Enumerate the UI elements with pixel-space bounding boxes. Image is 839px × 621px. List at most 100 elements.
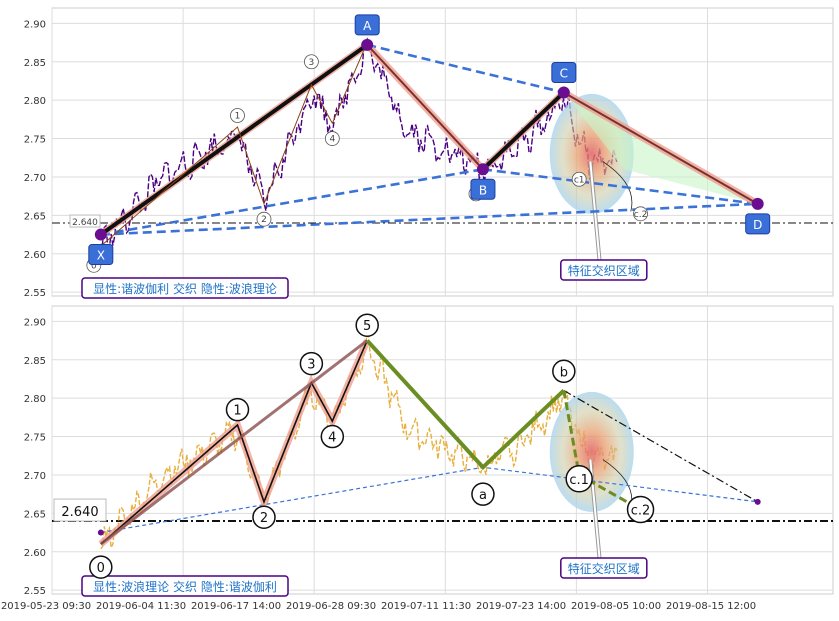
wave-marker — [571, 171, 587, 187]
harmonic-point — [94, 228, 107, 241]
harmonic-point — [751, 197, 764, 210]
x-tick-label: 2019-07-23 14:00 — [476, 601, 566, 612]
wave-label: 3 — [307, 358, 315, 373]
harmonic-badge — [551, 61, 577, 83]
harmonic-badge — [88, 244, 114, 266]
wave-marker — [225, 397, 250, 422]
bottom-panel: 2.55 2.60 2.65 2.70 2.75 2.80 2.85 2.90 特征交织区域显性… — [24, 305, 834, 597]
wave-marker — [252, 505, 276, 529]
harmonic-label: D — [753, 218, 762, 232]
callout-arrow-inner — [589, 161, 602, 275]
y-tick-label: 2.85 — [24, 356, 46, 367]
wave-label: a — [479, 488, 487, 503]
wave-label: 2 — [260, 511, 268, 526]
wave-marker — [256, 211, 272, 227]
y-tick-label: 2.75 — [24, 135, 46, 146]
d-point — [754, 498, 761, 505]
corrective-wave — [365, 339, 566, 471]
x-axis: 2019-05-23 09:30 2019-06-04 11:30 2019-06-… — [1, 601, 756, 612]
x-tick-label: 2019-05-23 09:30 — [1, 601, 91, 612]
wave-marker — [230, 108, 245, 123]
harmonic-point — [476, 163, 489, 176]
harmonic-leg — [366, 44, 484, 170]
y-tick-label: 2.80 — [24, 96, 46, 107]
projection-arc — [602, 161, 633, 212]
wave-marker — [471, 482, 495, 506]
wave-label: 4 — [329, 135, 335, 145]
wave-label: 3 — [309, 58, 315, 68]
harmonic-leg — [481, 91, 566, 171]
wave-label: c.2 — [631, 504, 651, 519]
y-tick-label: 2.80 — [24, 394, 46, 405]
harmonic-label: C — [560, 66, 568, 80]
panel-caption: 显性:谐波伽利 交织 隐性:波浪理论 — [93, 281, 277, 296]
wave-label: 4 — [328, 431, 336, 446]
plot-area — [51, 305, 834, 595]
level-label-box — [69, 214, 101, 228]
wave-label: c.2 — [634, 210, 648, 220]
wave-marker — [552, 359, 576, 384]
harmonic-badge — [354, 14, 380, 36]
region-label: 特征交织区域 — [568, 561, 640, 576]
y-tick-label: 2.55 — [24, 586, 46, 597]
y-tick-label: 2.55 — [24, 288, 46, 299]
y-tick-label: 2.70 — [24, 173, 46, 184]
wave-line — [100, 42, 368, 247]
harmonic-label: X — [97, 249, 105, 263]
y-tick-label: 2.65 — [24, 509, 46, 520]
wave-marker — [324, 131, 340, 146]
harmonic-point — [557, 86, 570, 99]
harmonic-dashed-line — [366, 43, 565, 94]
y-tick-label: 2.70 — [24, 471, 46, 482]
y-tick-label: 2.90 — [24, 317, 46, 328]
region-label-box — [560, 557, 648, 579]
impulse-wave — [100, 340, 368, 545]
wave-marker — [626, 495, 655, 524]
x-tick-label: 2019-07-11 11:30 — [381, 601, 471, 612]
y-tick-label: 2.60 — [24, 548, 46, 559]
caption-box — [81, 277, 289, 299]
wave-label: 1 — [235, 112, 241, 122]
x-tick-label: 2019-08-15 12:00 — [666, 601, 756, 612]
top-panel: 2.55 2.60 2.65 2.70 2.75 2.80 2.85 2.90 特征交织区域显性… — [24, 7, 834, 299]
wave-marker — [299, 351, 324, 376]
harmonic-dashed-line — [100, 202, 758, 236]
wave-marker — [304, 54, 319, 70]
wave-label: 0 — [91, 261, 97, 271]
projection-line — [563, 389, 758, 503]
y-tick-label: 2.60 — [24, 250, 46, 261]
region-label-box — [560, 259, 648, 281]
harmonic-badge — [470, 178, 496, 200]
harmonic-label: B — [479, 183, 487, 197]
wave-label: 0 — [97, 561, 105, 576]
harmonic-point — [361, 38, 374, 51]
harmonic-badge — [745, 213, 771, 235]
x-tick-label: 2019-06-04 11:30 — [96, 601, 186, 612]
y-tick-label: 2.85 — [24, 58, 46, 69]
x-tick-label: 2019-06-17 14:00 — [191, 601, 281, 612]
x-tick-label: 2019-06-28 09:30 — [286, 601, 376, 612]
panel-caption: 显性:波浪理论 交织 隐性:谐波伽利 — [93, 579, 277, 594]
harmonic-leg — [99, 43, 369, 237]
level-label: 2.640 — [72, 218, 98, 228]
x-point — [97, 529, 104, 536]
wave-marker — [89, 555, 113, 579]
y-tick-label: 2.90 — [24, 19, 46, 30]
level-label-box — [53, 498, 107, 522]
caption-box — [81, 575, 289, 597]
harmonic-dashed-line — [100, 167, 484, 236]
x-tick-label: 2019-08-05 10:00 — [571, 601, 661, 612]
harmonic-dashed-line — [482, 167, 758, 206]
y-tick-label: 2.65 — [24, 211, 46, 222]
wave-label: 2 — [261, 215, 267, 225]
harmonic-label: A — [363, 19, 372, 33]
wave-label: 5 — [363, 319, 371, 334]
wave-marker — [633, 206, 648, 222]
wave-label: b — [560, 365, 568, 380]
y-tick-label: 2.75 — [24, 433, 46, 444]
level-label: 2.640 — [61, 505, 98, 520]
wave-label: c.1 — [569, 473, 589, 488]
wave-label: c1 — [574, 175, 585, 185]
